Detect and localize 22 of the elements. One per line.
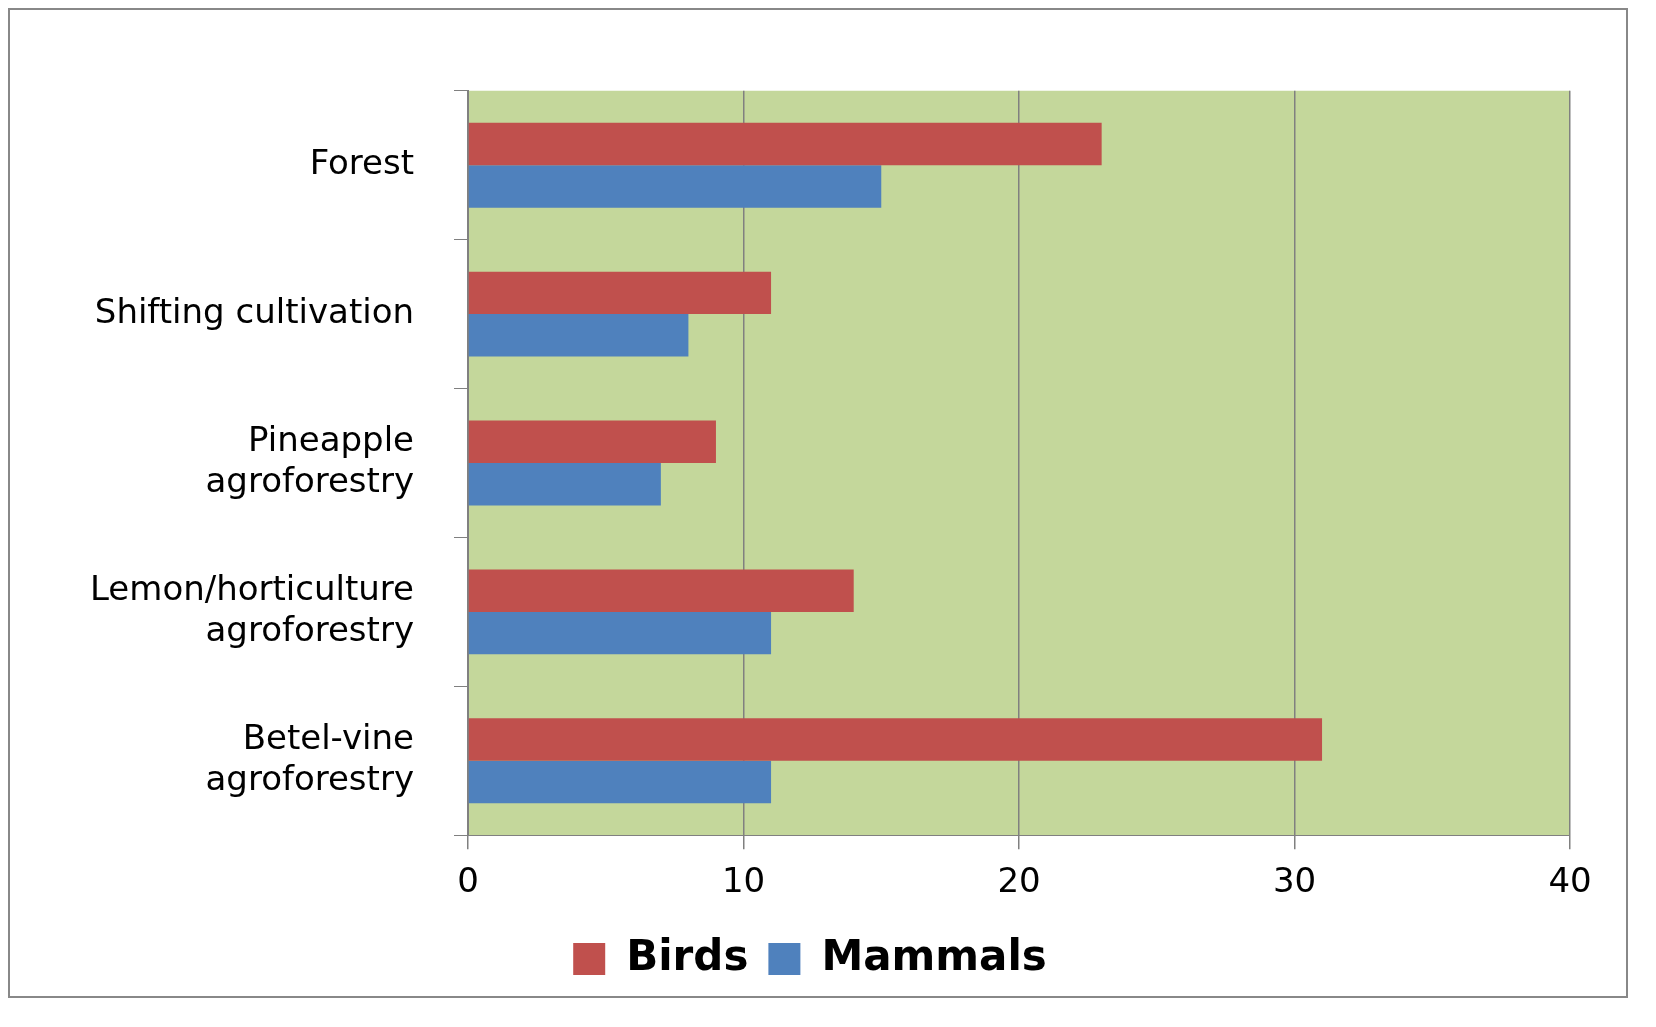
bar <box>468 271 772 315</box>
legend-label: Birds <box>626 930 749 980</box>
x-tick-label: 20 <box>997 860 1041 901</box>
x-tick-label: 40 <box>1548 860 1592 901</box>
legend-label: Mammals <box>821 930 1047 980</box>
x-tick-label: 0 <box>457 860 479 901</box>
y-tick-label: Shifting cultivation <box>94 290 415 331</box>
y-tick-label: Lemon/horticulture agroforestry <box>90 568 415 650</box>
x-tick-label: 30 <box>1272 860 1317 901</box>
bar <box>468 611 772 655</box>
bar <box>468 314 689 357</box>
y-tick-label: Forest <box>309 142 415 183</box>
bar <box>468 718 1323 761</box>
y-tick-label: Betel-vine agroforestry <box>205 717 415 798</box>
bar <box>468 420 716 463</box>
bar <box>468 463 661 506</box>
x-tick-label: 10 <box>721 860 766 901</box>
bar <box>468 569 854 612</box>
bar <box>468 165 882 208</box>
bar <box>468 760 772 804</box>
bar <box>468 122 1102 166</box>
y-tick-label: Pineapple agroforestry <box>205 419 415 501</box>
